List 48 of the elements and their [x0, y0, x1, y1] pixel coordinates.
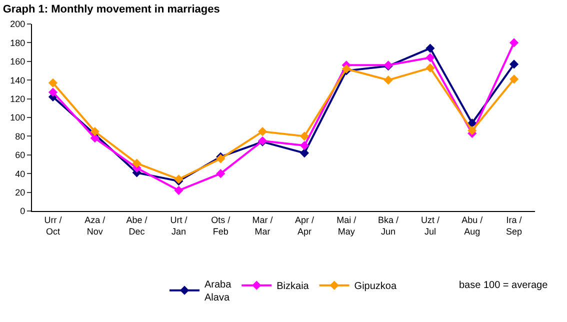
x-tick-label: Apr / Apr: [294, 214, 314, 236]
point: [48, 88, 58, 97]
x-tick-label: Ots / Feb: [211, 214, 231, 236]
y-tick-label: 0: [20, 206, 26, 216]
point: [426, 63, 435, 72]
point: [509, 60, 519, 69]
point: [90, 134, 100, 143]
chart-title: Graph 1: Monthly movement in marriages: [2, 4, 220, 16]
x-tick-label: Bka / Jun: [378, 214, 400, 236]
y-tick-label: 140: [10, 75, 26, 86]
x-tick-label: Abu / Aug: [462, 214, 484, 236]
legend-label: Araba Alava: [204, 280, 232, 304]
point: [90, 126, 100, 136]
x-tick-label: Mai / May: [336, 214, 357, 236]
text: base 100 = average: [459, 280, 548, 291]
point: [300, 132, 310, 141]
point: [132, 158, 142, 168]
legend-label: Bizkaia: [276, 281, 310, 292]
legend-label: Gipuzkoa: [354, 281, 397, 292]
point: [468, 118, 477, 128]
point: [509, 74, 519, 84]
x-tick-label: Mar / Mar: [252, 214, 274, 236]
point: [509, 38, 519, 48]
x-tick-label: Aza / Nov: [84, 214, 106, 236]
point: [216, 169, 226, 178]
x-tick-label: Uzt / Jul: [420, 214, 440, 236]
x-tick-label: Urt / Jan: [170, 214, 188, 236]
y-tick-label: 100: [10, 112, 26, 123]
point: [384, 76, 393, 85]
y-tick-label: 120: [10, 94, 26, 104]
point: [174, 186, 184, 195]
y-tick-label: 80: [15, 131, 26, 142]
point: [426, 53, 435, 62]
x-tick-label: Ira / Sep: [506, 214, 522, 236]
y-tick-label: 60: [15, 150, 26, 160]
point: [300, 141, 310, 150]
y-tick-label: 180: [10, 38, 26, 48]
y-tick-label: 160: [10, 56, 26, 67]
point: [426, 44, 435, 53]
x-tick-label: Urr / Oct: [44, 214, 62, 236]
x-tick-label: Abe / Dec: [126, 214, 148, 236]
y-tick-label: 20: [15, 187, 26, 198]
point: [468, 126, 477, 136]
point: [48, 78, 58, 88]
point: [258, 126, 268, 136]
point: [300, 148, 310, 158]
y-tick-label: 200: [10, 19, 26, 30]
y-tick-label: 40: [15, 168, 26, 179]
